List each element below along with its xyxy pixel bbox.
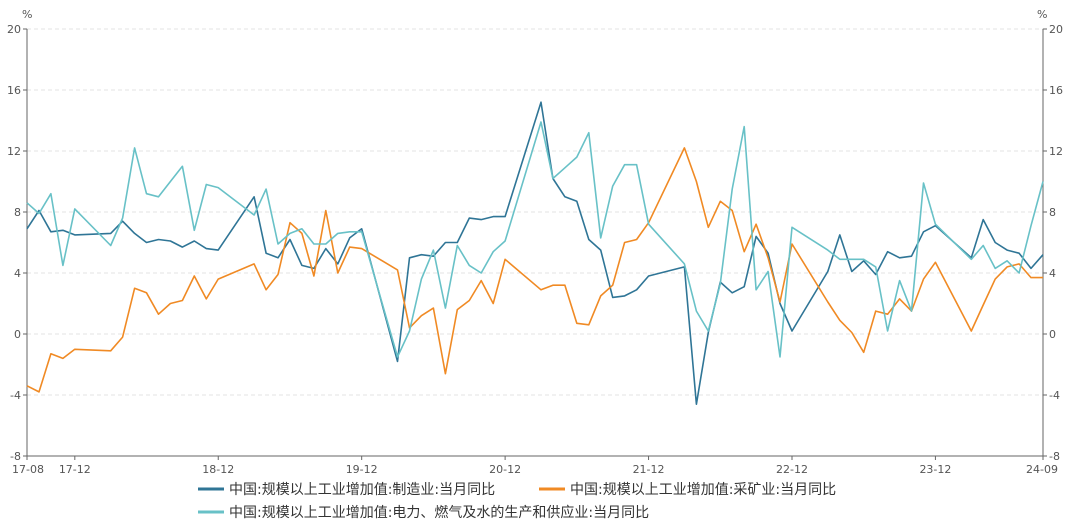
y-tick-label-right: 16	[1049, 84, 1063, 97]
y-unit-left: %	[22, 8, 32, 21]
legend: 中国:规模以上工业增加值:制造业:当月同比 中国:规模以上工业增加值:采矿业:当月…	[198, 482, 836, 521]
x-tick-label: 21-12	[633, 463, 665, 476]
series-line-3	[26, 121, 1044, 358]
y-tick-label-left: 4	[14, 267, 21, 280]
x-tick-label: 19-12	[346, 463, 378, 476]
legend-label-2: 中国:规模以上工业增加值:采矿业:当月同比	[570, 482, 836, 498]
x-tick-label: 23-12	[919, 463, 951, 476]
y-tick-label-left: 20	[7, 23, 21, 36]
x-tick-label: 20-12	[489, 463, 521, 476]
y-tick-label-left: -8	[10, 450, 21, 463]
y-tick-label-right: 20	[1049, 23, 1063, 36]
y-tick-label-left: 16	[7, 84, 21, 97]
y-tick-label-left: -4	[10, 389, 21, 402]
y-unit-right: %	[1037, 8, 1047, 21]
x-tick-label: 22-12	[776, 463, 808, 476]
y-tick-label-left: 0	[14, 328, 21, 341]
y-tick-label-right: 0	[1049, 328, 1056, 341]
y-tick-label-right: 12	[1049, 145, 1063, 158]
series-lines	[26, 101, 1044, 406]
series-line-1	[26, 101, 1044, 406]
x-tick-label: 17-08	[12, 463, 44, 476]
x-tick-label: 24-09	[1026, 463, 1058, 476]
legend-label-1: 中国:规模以上工业增加值:制造业:当月同比	[229, 482, 495, 498]
grid-lines	[27, 28, 1043, 396]
series-line-2	[26, 147, 1043, 393]
axes: -8 -8 -4 -4 0 0 4 4 8 8 12 12 16 16 20 20% % 17-08 17-12 18…	[7, 8, 1063, 476]
legend-label-3: 中国:规模以上工业增加值:电力、燃气及水的生产和供应业:当月同比	[229, 504, 649, 521]
y-tick-label-right: 4	[1049, 267, 1056, 280]
y-tick-label-left: 12	[7, 145, 21, 158]
x-tick-label: 17-12	[59, 463, 91, 476]
y-tick-label-right: -4	[1049, 389, 1060, 402]
y-tick-label-right: -8	[1049, 450, 1060, 463]
x-tick-label: 18-12	[202, 463, 234, 476]
y-tick-label-right: 8	[1049, 206, 1056, 219]
y-tick-label-left: 8	[14, 206, 21, 219]
